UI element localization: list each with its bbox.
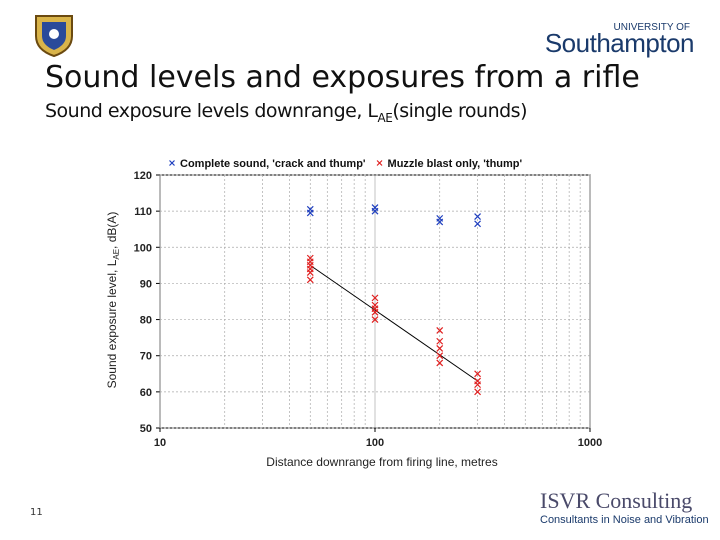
subtitle: Sound exposure levels downrange, LAE(sin… [45,100,527,125]
marker-stroke [474,370,482,378]
point [371,294,379,302]
marker-stroke [169,160,175,166]
point [436,214,444,222]
marker-stroke [306,276,314,284]
marker-stroke [371,294,379,302]
y-axis-label: Sound exposure level, LAE, dB(A) [105,212,121,389]
point [306,205,314,213]
marker-stroke [371,204,379,211]
x-tick-label: 10 [154,437,166,449]
marker-stroke [436,352,444,360]
point [306,254,314,262]
marker-stroke [474,213,482,220]
marker-stroke [306,254,314,262]
marker-stroke [436,214,444,222]
tagline: Consultants in Noise and Vibration [540,514,709,526]
marker-stroke [371,301,379,309]
subtitle-text: Sound exposure levels downrange, L [45,100,378,122]
y-tick-label: 110 [134,206,152,218]
brand: ISVR Consulting [540,488,693,513]
marker-stroke [436,326,444,334]
marker-stroke [371,316,379,323]
point [436,337,444,345]
x-axis-label: Distance downrange from firing line, met… [266,455,497,469]
title: Sound levels and exposures from a rifle [45,60,640,95]
y-tick-label: 50 [140,423,152,435]
y-tick-label: 70 [140,351,152,363]
chart: Sound exposure level, LAE, dB(A) Distanc… [105,158,602,469]
y-tick-label: 120 [134,170,152,182]
point [371,204,379,211]
point [436,326,444,334]
y-tick-label: 90 [140,278,152,290]
y-label-sub: AE [112,249,121,260]
page-number: 11 [30,507,43,518]
marker-stroke [436,345,444,352]
point [474,220,482,228]
marker-stroke [436,359,444,367]
x-tick-label: 100 [366,437,384,449]
marker-stroke [436,337,444,345]
point [371,301,379,309]
subtitle-sub: AE [377,110,393,125]
marker-stroke [376,160,383,166]
point [436,345,444,352]
y-label-text: Sound exposure level, L [105,259,119,388]
legend-item: Muzzle blast only, 'thump' [376,158,523,170]
marker-stroke [474,220,482,228]
point [371,316,379,323]
point [474,370,482,378]
point [436,352,444,360]
marker-stroke [474,377,482,385]
point [474,213,482,220]
crest [35,15,73,58]
legend-item: Complete sound, 'crack and thump' [169,158,366,170]
y-tick-label: 80 [140,315,152,327]
y-tick-label: 60 [140,387,152,399]
y-tick-label: 100 [134,242,152,254]
point [306,276,314,284]
university-small: UNIVERSITY OF [613,22,691,33]
university: Southampton [544,28,695,58]
legend-label: Complete sound, 'crack and thump' [180,158,366,170]
subtitle-after: (single rounds) [392,100,527,122]
legend-label: Muzzle blast only, 'thump' [388,158,523,170]
point [474,388,482,396]
trendline [309,264,478,382]
marker-stroke [306,205,314,213]
marker-stroke [474,388,482,396]
x-tick-label: 1000 [578,437,602,449]
point [474,377,482,385]
point [436,359,444,367]
y-label-after: , dB(A) [105,212,119,249]
